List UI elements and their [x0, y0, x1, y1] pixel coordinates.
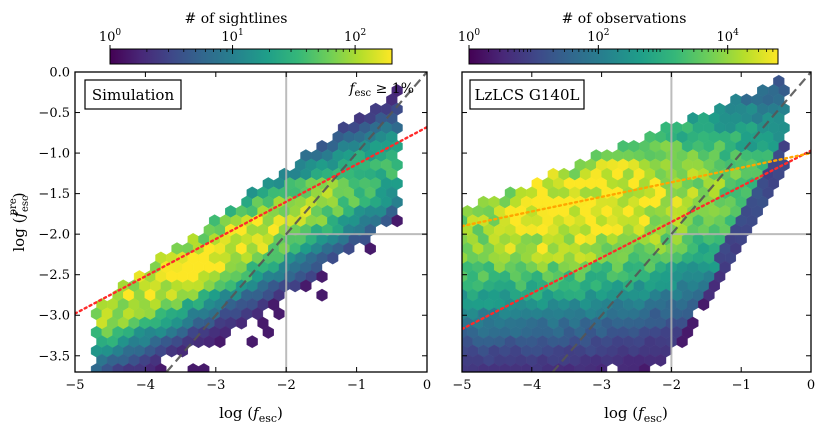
right-x-tick-label: −5: [452, 378, 471, 393]
left-y-tick-label: −1.5: [38, 187, 70, 202]
left-y-tick-label: 0.0: [49, 66, 70, 81]
hex-cell: [343, 242, 355, 256]
hex-cell: [262, 325, 274, 339]
right-axes-frame: [461, 71, 812, 373]
hex-cell: [97, 373, 108, 385]
hex-cell: [118, 373, 129, 385]
hex-cell: [246, 335, 258, 349]
hex-cell: [182, 373, 193, 385]
right-panel: # of observations 100 102 104 −5 −4 −3 −2 −1 0 …: [452, 11, 815, 425]
hex-cell: [655, 353, 667, 367]
left-y-tick-label: −2.5: [38, 268, 70, 283]
hex-cell: [214, 335, 226, 349]
hex-cell: [155, 363, 167, 372]
hex-cell: [639, 363, 651, 372]
hex-cell: [316, 288, 328, 302]
hex-cell: [327, 251, 339, 265]
hex-cell: [198, 363, 210, 372]
left-x-tick-label: −2: [277, 378, 296, 393]
left-panel-label: Simulation: [92, 86, 175, 104]
left-x-tick-label: −5: [65, 378, 84, 393]
hex-cell: [548, 373, 559, 385]
right-colorbar-tick-label: 102: [587, 28, 609, 45]
hex-cell: [391, 214, 403, 228]
hex-cell: [473, 373, 484, 385]
left-overlay-lines: [75, 72, 427, 372]
right-colorbar-tick-label: 100: [458, 28, 481, 45]
left-x-tick-label: 0: [423, 378, 431, 393]
hex-cell: [107, 373, 118, 385]
right-colorbar-ticks: 100 102 104: [458, 28, 774, 54]
hex-cell: [505, 373, 516, 385]
left-x-axis-label: log (fesc): [219, 404, 283, 425]
right-plot-area: −5 −4 −3 −2 −1 0 LzLCS G140L: [452, 71, 815, 393]
hex-cell: [161, 373, 172, 385]
left-x-tick-label: −1: [347, 378, 366, 393]
hex-cell: [273, 307, 285, 321]
right-colorbar-tick-label: 104: [717, 28, 740, 45]
left-colorbar-tick-label: 102: [344, 28, 366, 45]
right-x-tick-label: 0: [807, 378, 815, 393]
right-colorbar-title: # of observations: [562, 11, 687, 27]
hex-cell: [187, 363, 199, 372]
right-x-tick-label: −4: [522, 378, 541, 393]
hex-cell: [316, 270, 328, 284]
hex-cell: [235, 316, 248, 330]
left-colorbar-bar: [109, 48, 393, 65]
left-y-tick-label: −0.5: [38, 106, 70, 121]
right-hexbin-density: [462, 74, 790, 385]
right-panel-label: LzLCS G140L: [475, 86, 580, 104]
right-x-tick-label: −3: [592, 378, 611, 393]
left-y-tick-label: −1.0: [38, 147, 70, 162]
fesc-threshold-annotation: fesc ≥ 1%: [348, 81, 414, 99]
right-x-axis-label: log (fesc): [604, 404, 668, 425]
right-red-fit-line: [462, 149, 811, 331]
left-y-tick-label: −3.0: [38, 309, 70, 324]
hex-cell: [300, 279, 312, 293]
hex-cell: [698, 298, 710, 311]
left-colorbar: # of sightlines 100 101 102: [99, 11, 393, 65]
left-axes-frame: [74, 71, 428, 373]
left-y-axis-label: log (fescpre): [8, 192, 31, 251]
hex-cell: [676, 335, 688, 349]
right-colorbar-bar: [468, 48, 779, 65]
left-panel-label-box: Simulation: [84, 79, 182, 110]
left-panel: # of sightlines 100 101 102 −5 −4 −3 −2 −1 0 0.0…: [8, 11, 431, 425]
right-x-tick-label: −1: [732, 378, 751, 393]
hex-cell: [484, 373, 495, 385]
hex-cell: [494, 373, 505, 385]
left-colorbar-tick-label: 101: [221, 28, 243, 45]
left-axis-ticks: −5 −4 −3 −2 −1 0 0.0 −0.5 −1.0 −1.5 −2.0 −2.5 −3.0 −3…: [38, 66, 431, 394]
left-y-tick-label: −2.0: [38, 228, 70, 243]
right-x-tick-label: −2: [662, 378, 681, 393]
hex-cell: [580, 373, 591, 385]
hex-cell: [569, 373, 580, 385]
left-one-to-one-line: [165, 72, 427, 372]
left-colorbar-tick-label: 100: [99, 28, 122, 45]
hex-cell: [364, 242, 376, 256]
left-x-tick-label: −3: [206, 378, 225, 393]
left-x-tick-label: −4: [136, 378, 155, 393]
right-panel-label-box: LzLCS G140L: [469, 79, 585, 110]
right-orange-fit-line: [462, 151, 811, 228]
left-y-tick-label: −3.5: [38, 349, 70, 364]
right-overlay-lines: [462, 72, 811, 372]
left-colorbar-ticks: 100 101 102: [99, 28, 366, 54]
left-hexbin-density: [90, 84, 403, 385]
right-colorbar: # of observations 100 102 104: [458, 11, 779, 65]
left-red-fit-line: [75, 125, 427, 315]
left-plot-area: −5 −4 −3 −2 −1 0 0.0 −0.5 −1.0 −1.5 −2.0 −2.5 −3.0 −3…: [38, 66, 431, 394]
right-one-to-one-line: [551, 72, 811, 372]
right-axis-ticks: −5 −4 −3 −2 −1 0: [452, 71, 815, 393]
left-colorbar-title: # of sightlines: [185, 11, 288, 27]
